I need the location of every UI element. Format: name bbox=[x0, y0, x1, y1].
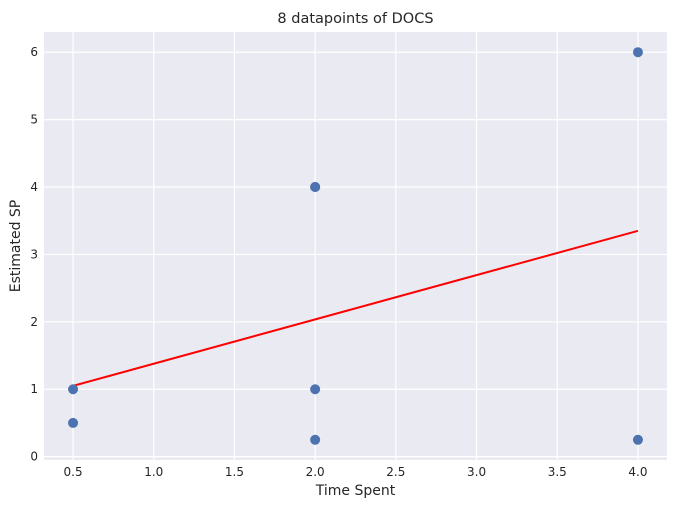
y-tick-label: 4 bbox=[30, 180, 38, 194]
x-tick-label: 3.5 bbox=[548, 465, 567, 479]
chart-title: 8 datapoints of DOCS bbox=[277, 11, 433, 27]
fit-line bbox=[72, 229, 639, 387]
x-tick-label: 1.0 bbox=[144, 465, 163, 479]
x-axis-label: Time Spent bbox=[315, 483, 396, 499]
scatter-point bbox=[68, 384, 79, 395]
x-tick-label: 0.5 bbox=[64, 465, 83, 479]
scatter-point bbox=[68, 417, 79, 428]
y-axis-label: Estimated SP bbox=[8, 200, 24, 293]
x-gridlines bbox=[72, 32, 639, 460]
y-tick-label: 6 bbox=[30, 45, 38, 59]
x-tick-label: 1.5 bbox=[225, 465, 244, 479]
y-tick-label: 5 bbox=[30, 113, 38, 127]
x-tick-labels: 0.5 1.0 1.5 2.0 2.5 3.0 3.5 4.0 bbox=[64, 465, 648, 479]
plot-area bbox=[44, 32, 667, 460]
scatter-point bbox=[310, 434, 321, 445]
scatter-point bbox=[310, 384, 321, 395]
y-tick-label: 1 bbox=[30, 382, 38, 396]
y-tick-label: 2 bbox=[30, 315, 38, 329]
data-points bbox=[68, 47, 643, 445]
y-gridlines bbox=[44, 51, 667, 458]
x-tick-label: 3.0 bbox=[467, 465, 486, 479]
fit-line-layer bbox=[72, 229, 639, 387]
scatter-point bbox=[632, 434, 643, 445]
y-tick-label: 0 bbox=[30, 450, 38, 464]
x-tick-label: 2.5 bbox=[386, 465, 405, 479]
x-tick-label: 4.0 bbox=[628, 465, 647, 479]
y-tick-label: 3 bbox=[30, 247, 38, 261]
y-tick-labels: 0 1 2 3 4 5 6 bbox=[30, 45, 38, 463]
scatter-point bbox=[310, 182, 321, 193]
scatter-point bbox=[632, 47, 643, 58]
x-tick-label: 2.0 bbox=[306, 465, 325, 479]
